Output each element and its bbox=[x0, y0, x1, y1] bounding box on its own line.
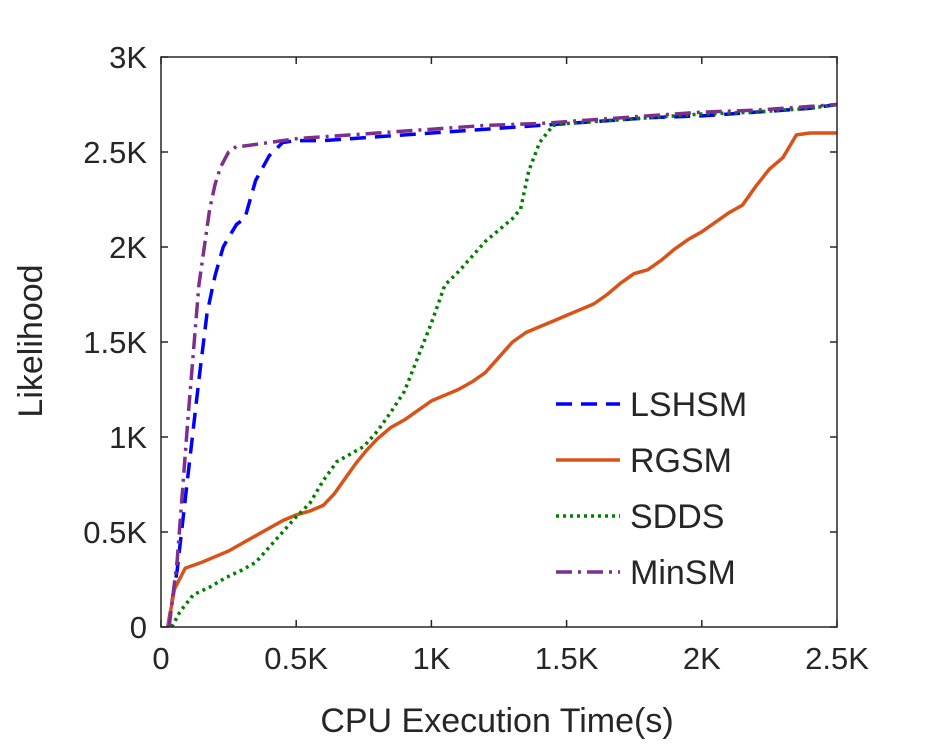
y-tick-label: 1K bbox=[109, 420, 147, 455]
x-tick-label: 2.5K bbox=[805, 641, 869, 676]
y-axis-label: Likelihood bbox=[12, 264, 50, 417]
y-tick-label: 1.5K bbox=[83, 325, 147, 360]
x-axis-label: CPU Execution Time(s) bbox=[320, 702, 673, 740]
y-tick-label: 3K bbox=[109, 40, 147, 75]
x-tick-label: 1.5K bbox=[535, 641, 599, 676]
legend-box bbox=[540, 370, 782, 606]
axes bbox=[160, 56, 838, 628]
plot-area bbox=[166, 102, 838, 628]
x-tick-label: 0.5K bbox=[264, 641, 328, 676]
series-line-lshsm bbox=[166, 102, 838, 628]
x-tick-label: 1K bbox=[412, 641, 450, 676]
legend-label-sdds: SDDS bbox=[630, 498, 724, 536]
y-tick-label: 2.5K bbox=[83, 135, 147, 170]
y-tick-label: 0.5K bbox=[83, 515, 147, 550]
x-tick-label: 0 bbox=[152, 641, 169, 676]
y-tick-label: 0 bbox=[130, 610, 147, 645]
x-tick-label: 2K bbox=[683, 641, 721, 676]
legend-label-minsm: MinSM bbox=[630, 554, 736, 592]
series-line-rgsm bbox=[166, 131, 837, 628]
legend-label-lshsm: LSHSM bbox=[630, 386, 747, 424]
legend-label-rgsm: RGSM bbox=[630, 442, 732, 480]
series-line-minsm bbox=[167, 102, 838, 628]
legend: LSHSM RGSM SDDS MinSM bbox=[540, 370, 782, 606]
tick-labels: 0 0.5K 1K 1.5K 2K 2.5K 0 0.5K 1K 1.5K 2K 2.5K 3K bbox=[83, 40, 869, 676]
y-tick-label: 2K bbox=[109, 230, 147, 265]
